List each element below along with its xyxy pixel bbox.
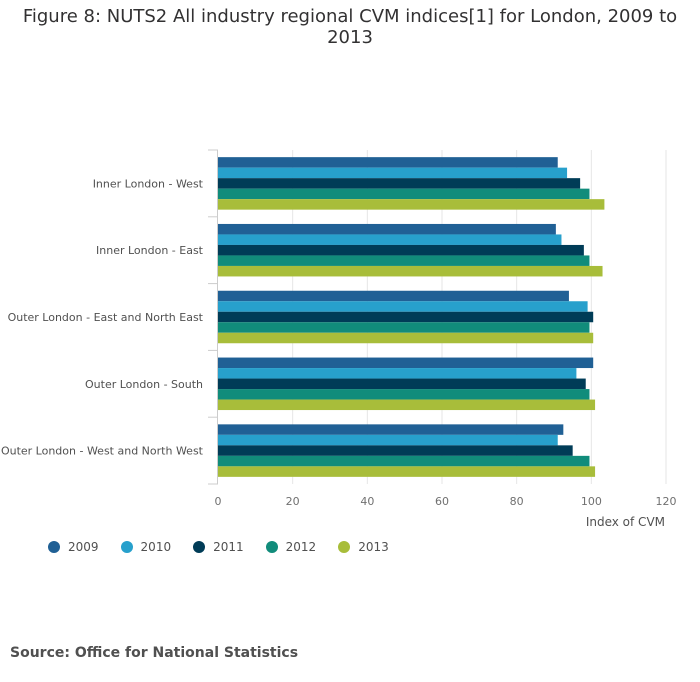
x-tick-label: 40: [360, 495, 374, 508]
bar-2010: [218, 434, 558, 446]
bar-2012: [218, 255, 590, 266]
bar-2011: [218, 378, 586, 390]
bar-2010: [218, 167, 568, 179]
bar-2011: [218, 178, 581, 189]
bar-2010: [218, 234, 562, 245]
bar-2011: [218, 311, 594, 323]
category-label: Outer London - South: [85, 378, 203, 391]
bar-2013: [218, 265, 603, 277]
legend-marker: [193, 541, 206, 553]
legend-marker: [120, 541, 133, 553]
category-label: Inner London - West: [93, 177, 204, 190]
bar-2009: [218, 223, 556, 235]
legend-item-2013[interactable]: 2013: [338, 540, 389, 554]
legend-label: 2012: [285, 540, 317, 554]
category-label: Inner London - East: [96, 244, 204, 257]
x-tick-label: 60: [435, 495, 449, 508]
axes: [208, 149, 218, 485]
legend-marker: [338, 541, 351, 553]
bar-2009: [218, 290, 569, 302]
chart-title: Figure 8: NUTS2 All industry regional CV…: [22, 6, 678, 48]
bar-2013: [218, 332, 594, 344]
bars: [218, 157, 605, 477]
legend-marker: [48, 541, 60, 553]
bar-2010: [218, 368, 577, 379]
axis-labels: 0 20 40 60 80 100 120 Inner London - West Inner …: [1, 177, 677, 529]
bar-2011: [218, 445, 573, 456]
legend-item-2010[interactable]: 2010: [120, 540, 172, 554]
legend: 2009 2010 2011 2012 2013: [48, 540, 411, 554]
bar-2011: [218, 244, 584, 256]
category-label: Outer London - West and North West: [1, 445, 204, 458]
legend-item-2011[interactable]: 2011: [193, 540, 244, 554]
bar-2012: [218, 389, 590, 400]
x-tick-label: 0: [215, 495, 222, 508]
bar-2009: [218, 157, 558, 168]
x-tick-label: 100: [581, 495, 602, 508]
bar-2010: [218, 301, 588, 312]
bar-2012: [218, 188, 590, 200]
category-label: Outer London - East and North East: [8, 311, 204, 324]
legend-label: 2013: [358, 540, 389, 554]
legend-label: 2009: [68, 540, 99, 554]
legend-item-2012[interactable]: 2012: [265, 540, 317, 554]
bar-2013: [218, 199, 605, 210]
x-tick-label: 80: [510, 495, 524, 508]
source-note: Source: Office for National Statistics: [10, 645, 299, 661]
bar-2009: [218, 357, 594, 369]
x-tick-label: 20: [286, 495, 300, 508]
bar-2013: [218, 399, 596, 411]
bar-2012: [218, 455, 590, 467]
bar-2012: [218, 322, 590, 333]
bar-2009: [218, 424, 564, 435]
legend-item-2009[interactable]: 2009: [48, 540, 99, 554]
legend-label: 2010: [140, 540, 172, 554]
bar-2013: [218, 466, 596, 477]
x-axis-title: Index of CVM: [586, 515, 665, 529]
x-tick-label: 120: [656, 495, 677, 508]
legend-label: 2011: [213, 540, 244, 554]
legend-marker: [265, 541, 278, 553]
